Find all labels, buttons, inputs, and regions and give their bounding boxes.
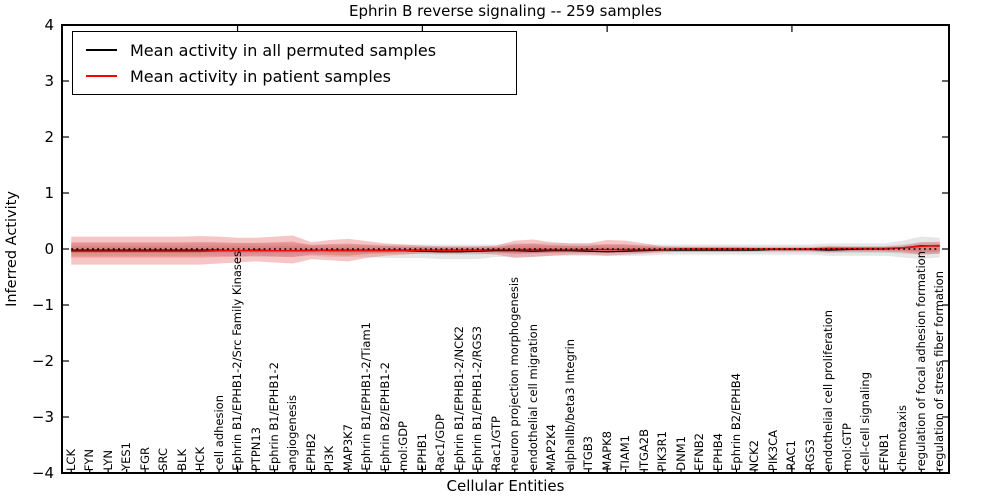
x-tick-label: EPHB2 <box>303 432 318 471</box>
permuted-line-swatch <box>86 49 117 51</box>
y-tick-label: −3 <box>31 408 54 426</box>
x-axis-label: Cellular Entities <box>446 477 565 495</box>
x-tick-label: EPHB4 <box>710 432 725 471</box>
x-tick-label: endothelial cell proliferation <box>821 309 836 471</box>
x-tick-label: neuron projection morphogenesis <box>507 277 522 471</box>
x-tick-label: Rac1/GDP <box>433 413 448 471</box>
x-tick-label: TIAM1 <box>618 435 633 471</box>
x-tick-label: DNM1 <box>673 436 688 471</box>
x-tick-label: NCK2 <box>747 439 762 472</box>
x-tick-label: regulation of focal adhesion formation <box>913 251 928 471</box>
y-tick-label: 2 <box>44 128 54 146</box>
x-tick-label: cell adhesion <box>211 395 226 471</box>
x-tick-label: mol:GTP <box>839 423 854 471</box>
x-tick-label: Ephrin B1/EPHB1-2/Src Family Kinases <box>230 251 245 471</box>
x-tick-label: Ephrin B1/EPHB1-2/Tiam1 <box>359 322 374 471</box>
permuted-samples-band <box>71 236 940 260</box>
x-tick-label: chemotaxis <box>895 404 910 471</box>
x-tick-label: EFNB1 <box>876 433 891 471</box>
legend-entry-permuted: Mean activity in all permuted samples <box>86 41 516 60</box>
plot-border <box>61 24 950 474</box>
x-tick-label: YES1 <box>119 442 134 471</box>
y-tick-label: −1 <box>31 296 54 314</box>
x-tick-label: EFNB2 <box>692 433 707 471</box>
x-tick-label: LYN <box>100 450 115 471</box>
x-tick-label: ITGA2B <box>636 428 651 471</box>
x-tick-label: Ephrin B1/EPHB1-2/NCK2 <box>451 326 466 471</box>
legend-entry-patient: Mean activity in patient samples <box>86 67 516 86</box>
y-tick-label: 4 <box>44 16 54 34</box>
x-tick-label: endothelial cell migration <box>525 324 540 471</box>
y-tick-label: −2 <box>31 352 54 370</box>
chart-title: Ephrin B reverse signaling -- 259 sample… <box>348 2 662 20</box>
legend-label-patient: Mean activity in patient samples <box>130 66 391 86</box>
x-tick-label: LCK <box>63 449 78 471</box>
x-tick-label: SRC <box>156 448 171 471</box>
x-tick-label: Ephrin B1/EPHB1-2/RGS3 <box>470 326 485 471</box>
x-tick-label: Rac1/GTP <box>488 416 503 471</box>
legend: Mean activity in all permuted samples Me… <box>72 31 517 95</box>
y-tick-label: 3 <box>44 72 54 90</box>
x-tick-label: PIK3R1 <box>655 430 670 472</box>
x-tick-label: cell-cell signaling <box>858 371 873 471</box>
x-tick-label: HCK <box>193 446 208 471</box>
y-tick-label: 0 <box>44 240 54 258</box>
x-tick-label: Ephrin B1/EPHB1-2 <box>267 361 281 471</box>
x-tick-label: Ephrin B2/EPHB1-2 <box>377 361 392 471</box>
patient-line-swatch <box>86 75 117 77</box>
x-tick-label: mol:GDP <box>396 420 411 471</box>
legend-label-permuted: Mean activity in all permuted samples <box>130 40 437 60</box>
x-tick-label: alphaIIb/beta3 Integrin <box>562 339 577 471</box>
x-tick-label: Ephrin B2/EPHB4 <box>728 373 743 471</box>
x-tick-label: MAP2K4 <box>544 424 559 471</box>
x-tick-label: MAP3K7 <box>340 424 355 471</box>
x-tick-label: angiogenesis <box>285 395 300 471</box>
y-tick-label: 1 <box>44 184 54 202</box>
x-tick-label: FYN <box>82 448 97 471</box>
x-tick-label: PTPN13 <box>248 426 263 471</box>
y-tick-label: −4 <box>31 464 54 482</box>
x-tick-label: PIK3CA <box>765 429 780 471</box>
x-tick-label: RAC1 <box>784 440 799 471</box>
x-tick-label: ITGB3 <box>581 436 596 471</box>
x-tick-label: MAPK8 <box>599 431 614 471</box>
x-tick-label: RGS3 <box>802 439 817 471</box>
x-tick-label: PI3K <box>322 445 337 471</box>
x-tick-label: EPHB1 <box>414 432 429 471</box>
x-tick-label: FGR <box>137 447 152 471</box>
x-tick-label: BLK <box>174 449 189 471</box>
x-tick-label: regulation of stress fiber formation <box>932 270 947 471</box>
